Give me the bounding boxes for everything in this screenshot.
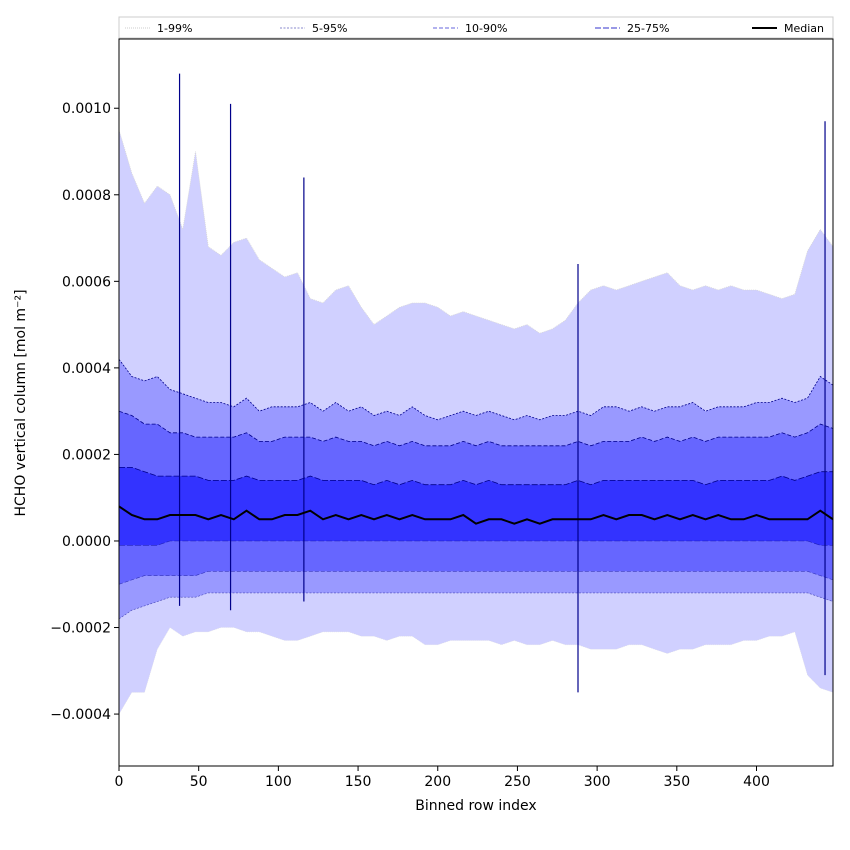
y-tick-label-3: 0.0002 xyxy=(62,447,111,463)
plot-frame xyxy=(118,38,834,767)
plot-area xyxy=(119,73,833,715)
band-upper-line-10-90pct xyxy=(119,410,833,447)
legend-label-1: 5-95% xyxy=(312,22,347,35)
legend: 1-99% 5-95% 10-90% 25-75% Median xyxy=(118,16,834,39)
y-tick-label-0: −0.0004 xyxy=(50,707,111,723)
band-lower-line-1-99pct xyxy=(119,627,833,715)
x-tick-label-350: 350 xyxy=(663,774,690,790)
band-upper-line-25-75pct xyxy=(119,467,833,486)
y-tick-label-5: 0.0006 xyxy=(62,274,111,290)
band-25-75pct xyxy=(119,467,833,546)
legend-label-2: 10-90% xyxy=(465,22,507,35)
band-lower-line-25-75pct xyxy=(119,540,833,546)
legend-label-3: 25-75% xyxy=(627,22,669,35)
series-group xyxy=(119,73,833,715)
x-axis-label: Binned row index xyxy=(415,798,536,814)
x-tick-label-150: 150 xyxy=(345,774,372,790)
legend-label-4: Median xyxy=(784,22,824,35)
y-tick-label-6: 0.0008 xyxy=(62,188,111,204)
y-tick-label-2: 0.0000 xyxy=(62,534,111,550)
x-axis: 0 50 100 150 200 250 300 350 400 xyxy=(115,766,770,790)
y-tick-label-4: 0.0004 xyxy=(62,361,111,377)
y-axis: −0.0004 −0.0002 0.0000 0.0002 0.0004 0.0006 0.… xyxy=(50,101,119,723)
x-tick-label-200: 200 xyxy=(424,774,451,790)
x-tick-label-100: 100 xyxy=(265,774,292,790)
legend-label-0: 1-99% xyxy=(157,22,192,35)
x-tick-label-400: 400 xyxy=(743,774,770,790)
y-tick-label-1: −0.0002 xyxy=(50,621,111,637)
x-tick-label-50: 50 xyxy=(190,774,208,790)
legend-box xyxy=(118,16,834,39)
y-axis-label: HCHO vertical column [mol m⁻²] xyxy=(13,289,29,516)
band-upper-line-5-95pct xyxy=(119,358,833,421)
x-tick-label-0: 0 xyxy=(115,774,124,790)
x-tick-label-250: 250 xyxy=(504,774,531,790)
median-line xyxy=(119,505,833,525)
y-tick-label-7: 0.0010 xyxy=(62,101,111,117)
x-tick-label-300: 300 xyxy=(584,774,611,790)
band-lower-line-10-90pct xyxy=(119,571,833,585)
band-upper-line-1-99pct xyxy=(119,129,833,334)
